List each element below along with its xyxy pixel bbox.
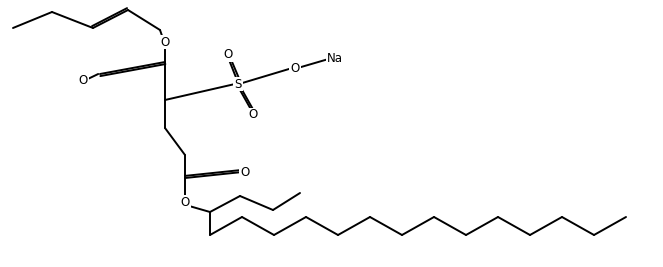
Text: S: S <box>234 77 242 91</box>
Text: O: O <box>223 49 233 61</box>
Text: O: O <box>241 166 250 179</box>
Text: Na: Na <box>327 52 343 65</box>
Text: O: O <box>290 61 300 74</box>
Text: O: O <box>180 196 190 209</box>
Text: O: O <box>78 73 88 87</box>
Text: O: O <box>160 36 170 49</box>
Text: O: O <box>249 108 258 121</box>
